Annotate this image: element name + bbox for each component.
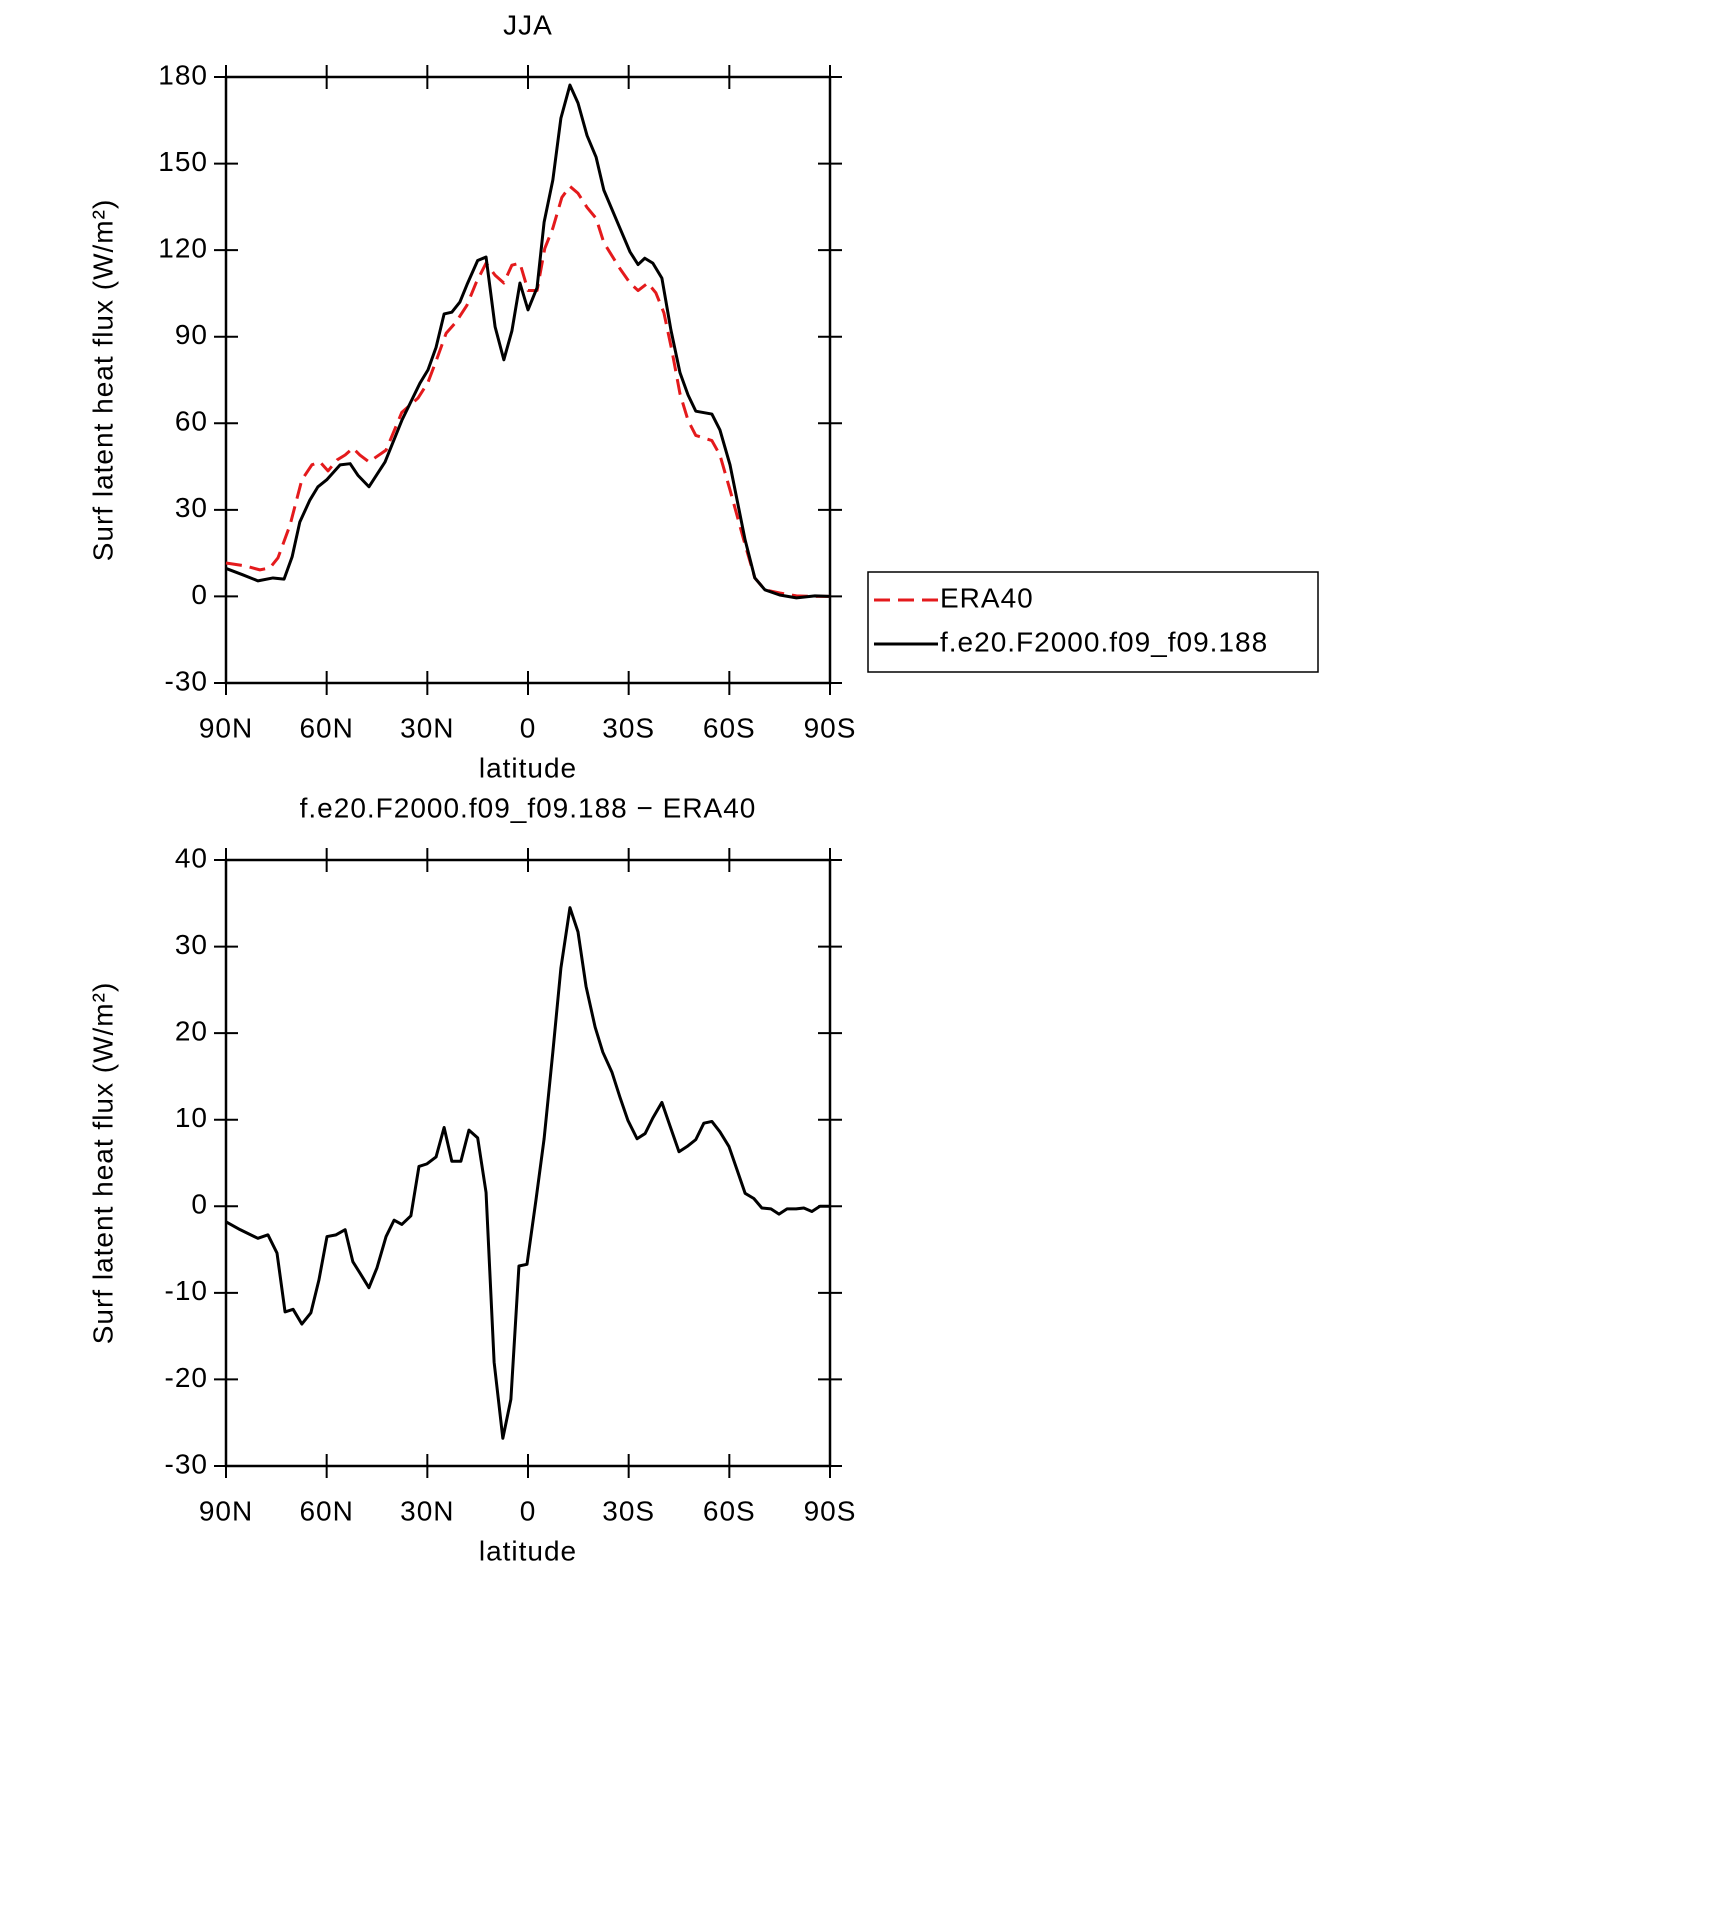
y-axis-label: Surf latent heat flux (W/m²) xyxy=(87,199,118,562)
y-tick-label: 120 xyxy=(158,233,208,264)
x-tick-label: 60S xyxy=(703,712,756,743)
x-tick-label: 90N xyxy=(199,1495,253,1526)
y-tick-label: 150 xyxy=(158,146,208,177)
x-tick-label: 0 xyxy=(520,712,537,743)
y-tick-label: -30 xyxy=(165,665,208,696)
x-tick-label: 0 xyxy=(520,1495,537,1526)
x-tick-label: 30N xyxy=(400,1495,454,1526)
data-line xyxy=(225,184,830,598)
plot-frame xyxy=(224,75,832,685)
x-axis-label: latitude xyxy=(479,1535,577,1566)
chart-title: JJA xyxy=(503,9,553,40)
y-tick-label: 30 xyxy=(175,929,208,960)
plot-frame xyxy=(224,858,832,1468)
legend-label: f.e20.F2000.f09_f09.188 xyxy=(940,626,1268,657)
y-tick-label: 30 xyxy=(175,492,208,523)
y-tick-label: -30 xyxy=(165,1448,208,1479)
x-axis-label: latitude xyxy=(479,752,577,783)
x-tick-label: 90S xyxy=(804,1495,857,1526)
x-tick-label: 60N xyxy=(299,1495,353,1526)
legend-label: ERA40 xyxy=(940,582,1034,613)
data-line xyxy=(225,906,830,1440)
y-tick-label: 0 xyxy=(191,579,208,610)
y-tick-label: 60 xyxy=(175,406,208,437)
y-tick-label: 180 xyxy=(158,59,208,90)
x-tick-label: 60N xyxy=(299,712,353,743)
y-tick-label: 20 xyxy=(175,1016,208,1047)
y-tick-label: 0 xyxy=(191,1189,208,1220)
y-tick-label: 10 xyxy=(175,1102,208,1133)
data-line xyxy=(225,83,831,600)
x-tick-label: 90S xyxy=(804,712,857,743)
legend-box xyxy=(867,571,1319,673)
x-tick-label: 30S xyxy=(602,1495,655,1526)
x-tick-label: 90N xyxy=(199,712,253,743)
x-tick-label: 30S xyxy=(602,712,655,743)
x-tick-label: 30N xyxy=(400,712,454,743)
chart-title: f.e20.F2000.f09_f09.188 − ERA40 xyxy=(300,792,757,823)
y-tick-label: 40 xyxy=(175,842,208,873)
y-axis-label: Surf latent heat flux (W/m²) xyxy=(87,982,118,1345)
x-tick-label: 60S xyxy=(703,1495,756,1526)
y-tick-label: -20 xyxy=(165,1362,208,1393)
y-tick-label: 90 xyxy=(175,319,208,350)
y-tick-label: -10 xyxy=(165,1275,208,1306)
